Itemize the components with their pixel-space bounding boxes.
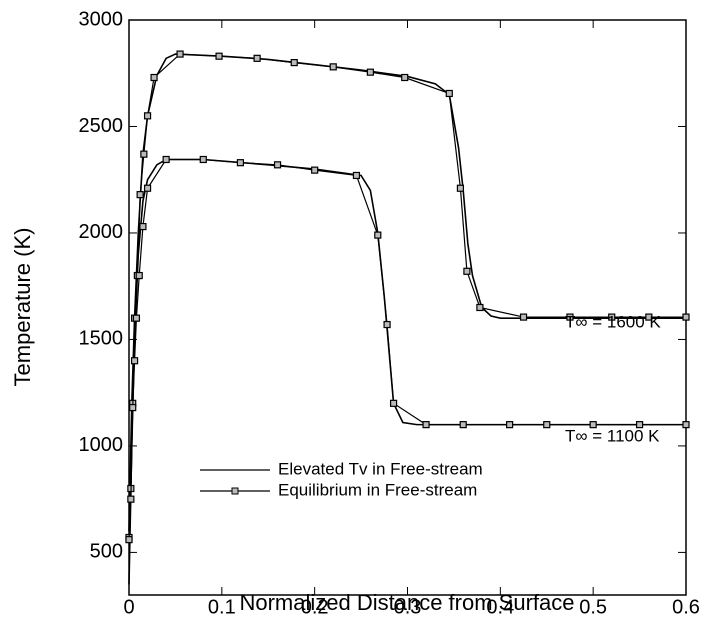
line (128, 158, 686, 540)
marker (608, 313, 616, 321)
x-tick-label: 0.5 (579, 596, 607, 616)
marker (140, 150, 148, 158)
marker (476, 303, 484, 312)
marker (366, 68, 374, 76)
y-tick-label: 3000 (79, 8, 124, 30)
x-tick-label: 0 (123, 596, 134, 616)
marker (199, 155, 207, 164)
marker (422, 421, 430, 429)
y-tick-label: 1000 (79, 434, 124, 456)
marker (273, 161, 282, 169)
y-tick-label: 1500 (79, 328, 124, 350)
line (128, 158, 686, 585)
marker (135, 271, 143, 280)
marker (162, 155, 170, 164)
marker (127, 495, 135, 503)
marker (176, 50, 184, 58)
marker (463, 267, 471, 275)
marker (682, 313, 690, 321)
legend-label: Elevated Tv in Free-stream (278, 459, 483, 478)
legend-marker (231, 487, 239, 495)
annotation: T∞ = 1600 K (565, 312, 661, 331)
y-tick-label: 2500 (79, 115, 124, 137)
marker (132, 314, 141, 322)
marker (566, 313, 574, 321)
marker (383, 320, 391, 329)
marker (215, 52, 223, 60)
marker (129, 403, 137, 412)
plot-frame (128, 19, 687, 596)
annotation: T∞ = 1100 K (565, 426, 660, 445)
marker (645, 313, 653, 321)
marker (456, 184, 465, 192)
marker (130, 357, 139, 365)
x-tick-label: 0.6 (672, 596, 700, 616)
marker (682, 421, 690, 429)
marker (329, 63, 337, 71)
marker (519, 313, 528, 321)
marker (543, 421, 551, 429)
marker (136, 191, 144, 199)
marker (389, 399, 398, 407)
y-tick-label: 500 (90, 541, 123, 563)
y-tick-label: 2000 (79, 221, 124, 243)
marker (139, 222, 147, 231)
marker (506, 421, 514, 429)
marker (143, 184, 152, 192)
marker (635, 421, 644, 429)
x-tick-label: 0.2 (301, 596, 329, 616)
marker (401, 73, 409, 82)
marker (374, 231, 382, 239)
y-axis-label: Temperature (K) (10, 228, 35, 387)
marker (290, 58, 298, 67)
legend-label: Equilibrium in Free-stream (278, 480, 477, 499)
marker (150, 73, 158, 82)
x-tick-label: 0.3 (394, 596, 422, 616)
marker (352, 171, 361, 180)
marker (143, 112, 152, 120)
marker (236, 159, 244, 167)
x-tick-label: 0.1 (208, 596, 236, 616)
marker (445, 89, 453, 98)
x-tick-label: 0.4 (486, 596, 514, 616)
marker (589, 421, 597, 429)
marker (459, 421, 467, 429)
marker (253, 54, 261, 62)
marker (311, 166, 319, 174)
marker (125, 536, 133, 544)
